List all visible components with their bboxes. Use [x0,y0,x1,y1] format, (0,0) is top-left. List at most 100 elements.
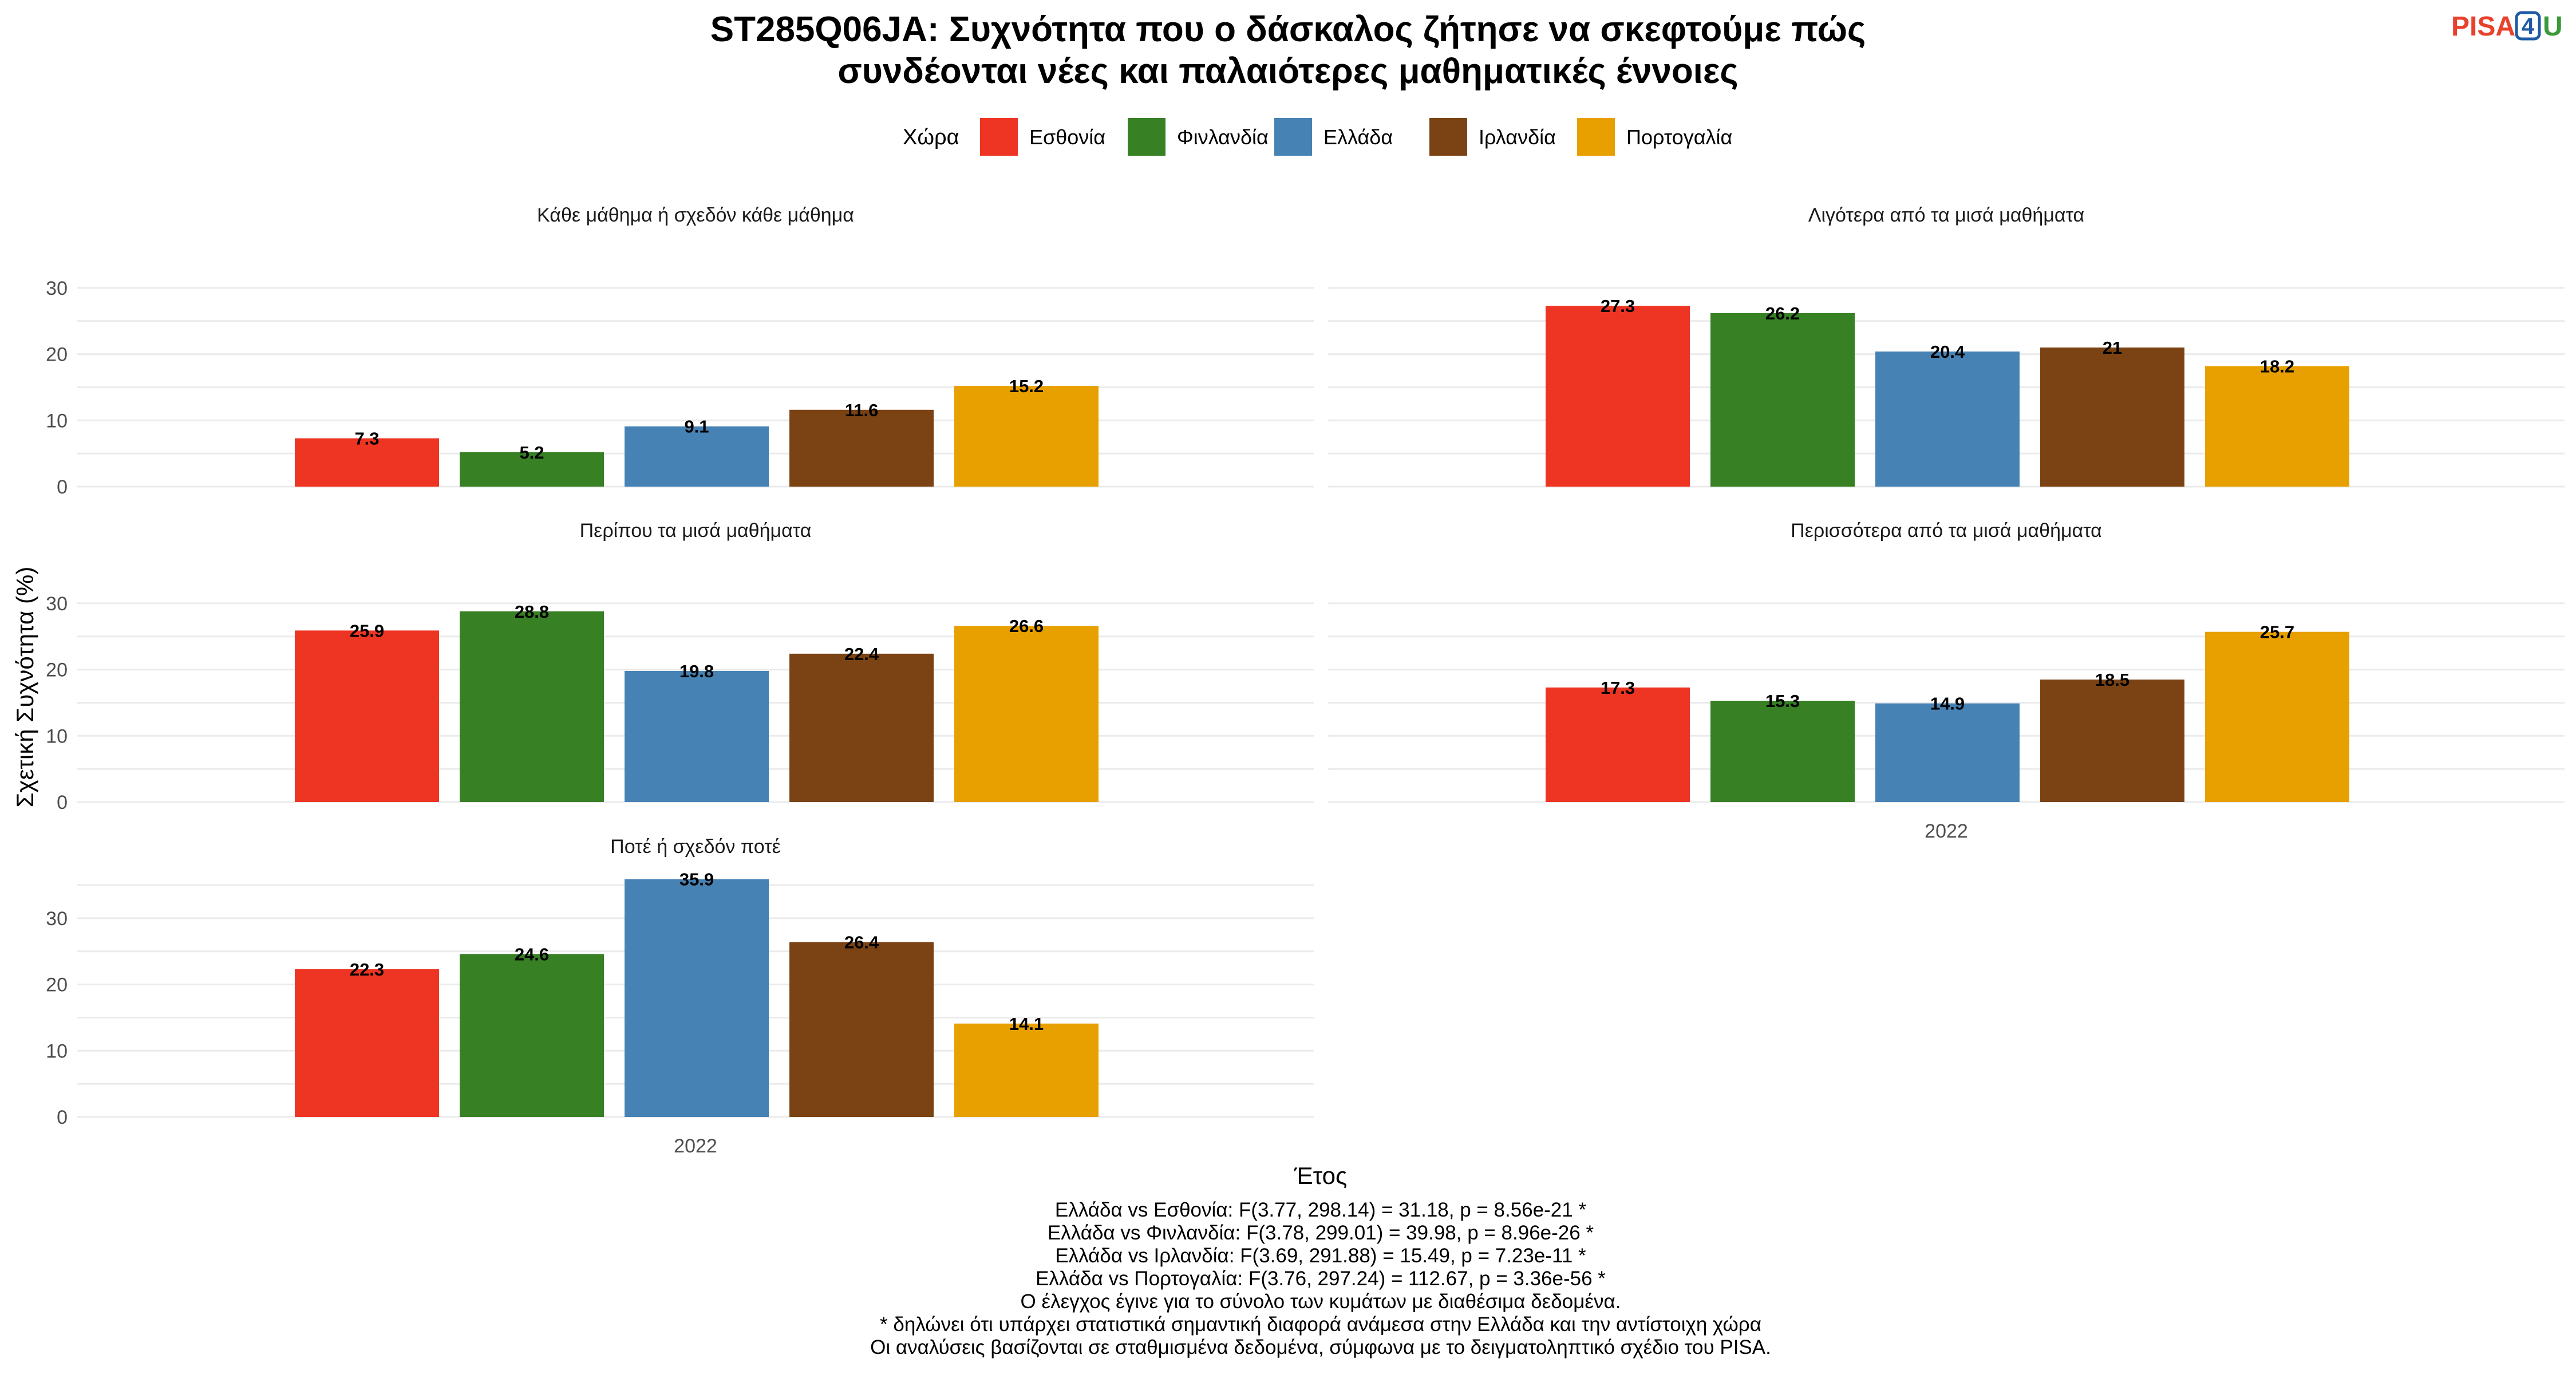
footnote-line: Ο έλεγχος έγινε για το σύνολο των κυμάτω… [1021,1290,1621,1313]
footnote-line: Ελλάδα vs Ιρλανδία: F(3.69, 291.88) = 15… [1055,1245,1586,1267]
bar [625,426,769,487]
y-tick-label: 0 [57,1107,68,1128]
bar-value-label: 27.3 [1601,296,1635,316]
bar-value-label: 18.2 [2260,356,2294,376]
y-tick-label: 10 [46,1040,68,1062]
logo-u-text: U [2543,11,2563,42]
bar [1546,687,1690,802]
y-axis-title: Σχετική Συχνότητα (%) [11,567,38,808]
facet-strip-title: Ποτέ ή σχεδόν ποτέ [610,836,781,858]
bar [2205,631,2349,802]
legend-swatch [980,118,1018,156]
facet-strip-title: Λιγότερα από τα μισά μαθήματα [1808,204,2084,226]
bar-value-label: 11.6 [845,400,879,420]
x-axis-title: Έτος [1294,1162,1348,1189]
bar [2040,348,2184,487]
legend-entry: Φινλανδία [1128,118,1269,156]
bar [954,1023,1099,1117]
bar [460,954,604,1117]
bar [789,653,934,802]
legend-label: Εσθονία [1029,125,1105,149]
logo-pisa-text: PISA [2451,11,2515,42]
y-tick-label: 20 [46,344,68,366]
bar-value-label: 14.9 [1930,694,1965,714]
bar-value-label: 22.3 [350,960,384,980]
bar-value-label: 28.8 [515,602,549,622]
bar-value-label: 20.4 [1930,342,1965,362]
facet-strip-title: Περισσότερα από τα μισά μαθήματα [1791,520,2102,542]
facet-panel: Περίπου τα μισά μαθήματα 0 10 20 30 25.9 28.8 1… [46,520,1314,814]
legend-entry: Ιρλανδία [1429,118,1556,156]
legend-entry: Πορτογαλία [1577,118,1732,156]
legend-swatch [1429,118,1467,156]
y-tick-label: 10 [46,725,68,747]
bar-value-label: 24.6 [515,944,549,964]
facet-panel: Κάθε μάθημα ή σχεδόν κάθε μάθημα 0 10 20 30 7… [46,204,1314,498]
footnote-line: * δηλώνει ότι υπάρχει στατιστικά σημαντι… [880,1313,1761,1336]
bar-value-label: 7.3 [354,429,379,449]
footnotes: Ελλάδα vs Εσθονία: F(3.77, 298.14) = 31.… [870,1199,1771,1359]
bar [1710,700,1855,802]
x-tick-label: 2022 [674,1135,717,1157]
y-tick-label: 0 [57,476,68,498]
bar-value-label: 15.2 [1009,376,1044,396]
y-tick-label: 30 [46,278,68,299]
x-tick-label: 2022 [1925,820,1968,842]
legend-swatch [1274,118,1312,156]
y-tick-label: 20 [46,660,68,681]
footnote-line: Οι αναλύσεις βασίζονται σε σταθμισμένα δ… [870,1336,1771,1359]
legend-swatch [1577,118,1615,156]
bar [789,942,934,1117]
footnote-line: Ελλάδα vs Πορτογαλία: F(3.76, 297.24) = … [1036,1268,1606,1290]
bar [625,670,769,802]
facet-panel: Ποτέ ή σχεδόν ποτέ 0 10 20 30 22.3 24.6 35.9 26.… [46,836,1314,1157]
bar [1875,703,2020,802]
legend-label: Ιρλανδία [1479,125,1556,149]
bar-value-label: 9.1 [684,417,709,437]
legend-label: Πορτογαλία [1626,125,1732,149]
y-tick-label: 30 [46,908,68,930]
bar [295,969,439,1117]
bar-value-label: 21 [2103,338,2122,358]
footnote-line: Ελλάδα vs Εσθονία: F(3.77, 298.14) = 31.… [1055,1199,1587,1221]
bar [954,386,1099,487]
bar-value-label: 22.4 [844,644,879,664]
bar [295,630,439,802]
chart-title-line2: συνδέονται νέες και παλαιότερες μαθηματι… [837,52,1738,91]
legend-entry: Εσθονία [980,118,1105,156]
bar-value-label: 15.3 [1765,691,1800,711]
legend-swatch [1128,118,1165,156]
footnote-line: Ελλάδα vs Φινλανδία: F(3.78, 299.01) = 3… [1048,1222,1594,1244]
bar [1875,351,2020,487]
bar [1546,306,1690,487]
legend-title: Χώρα [903,125,959,149]
bar [954,626,1099,802]
facet-strip-title: Κάθε μάθημα ή σχεδόν κάθε μάθημα [537,204,854,226]
bar-value-label: 5.2 [519,443,544,463]
bar-value-label: 26.2 [1765,303,1800,323]
bar [460,611,604,802]
y-tick-label: 20 [46,974,68,996]
bar [2205,366,2349,487]
bar [295,438,439,487]
facet-strip-title: Περίπου τα μισά μαθήματα [580,520,812,542]
bar [789,409,934,487]
legend-label: Φινλανδία [1177,125,1269,149]
logo-four-box [2515,11,2541,41]
y-tick-label: 0 [57,792,68,814]
pisa4u-logo: PISA 4 U [2451,11,2563,42]
bar-value-label: 17.3 [1601,678,1635,698]
bar-value-label: 14.1 [1009,1014,1044,1034]
facet-panel: Λιγότερα από τα μισά μαθήματα 27.3 26.2 20.… [1328,204,2565,488]
legend-label: Ελλάδα [1323,125,1393,149]
bar-value-label: 19.8 [679,661,714,681]
chart-title-line1: ST285Q06JA: Συχνότητα που ο δάσκαλος ζήτ… [710,10,1866,49]
facet-panel: Περισσότερα από τα μισά μαθήματα 17.3 15.3… [1328,520,2565,842]
facet-panels: Κάθε μάθημα ή σχεδόν κάθε μάθημα 0 10 20 30 7… [46,204,2565,1157]
bar-value-label: 25.9 [350,621,384,641]
legend-entry: Ελλάδα [1274,118,1393,156]
bar [2040,679,2184,802]
bar-value-label: 35.9 [679,870,714,890]
bar-value-label: 26.6 [1009,616,1044,636]
